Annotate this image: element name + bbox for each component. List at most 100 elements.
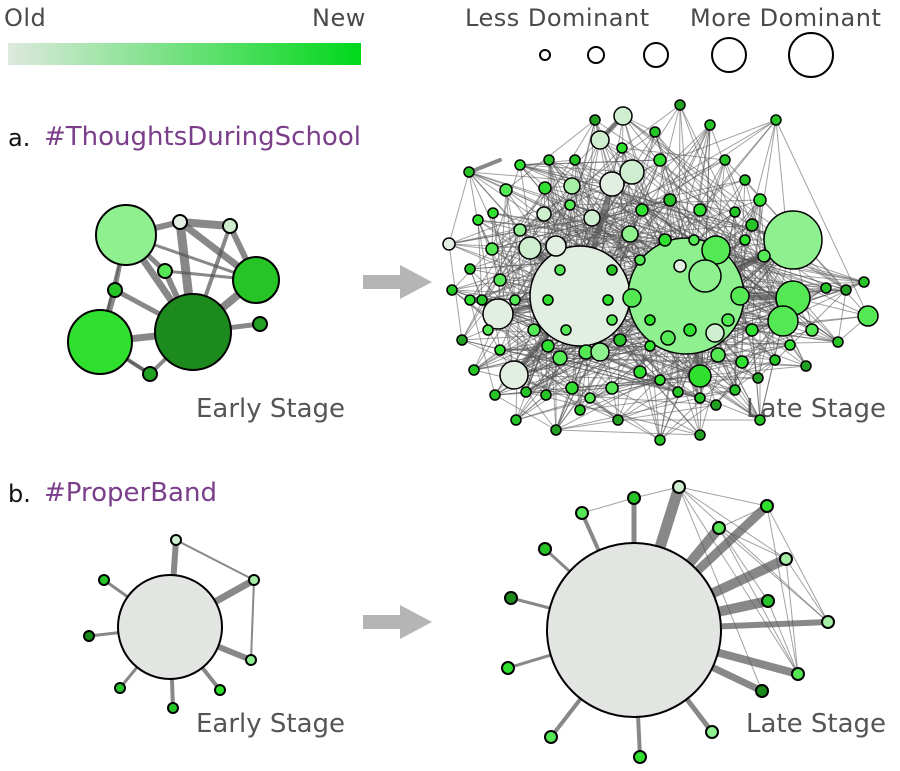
node <box>635 203 649 217</box>
dominance-size-legend <box>539 32 834 78</box>
edge <box>525 391 717 406</box>
node <box>622 288 642 308</box>
node <box>245 654 257 666</box>
transition-arrows <box>363 265 432 639</box>
node <box>616 142 628 154</box>
edge <box>649 345 661 441</box>
node <box>589 114 601 126</box>
edge <box>513 374 619 421</box>
node <box>550 424 562 436</box>
node <box>688 364 712 388</box>
edge <box>555 239 666 247</box>
node <box>705 323 725 343</box>
node <box>606 314 618 326</box>
edge <box>469 299 496 396</box>
node <box>482 324 494 336</box>
edge <box>751 329 839 343</box>
panel-a-late-stage-label: Late Stage <box>746 394 887 424</box>
edge <box>448 171 470 245</box>
node <box>446 284 458 296</box>
node <box>509 294 521 306</box>
node <box>712 521 726 535</box>
panel-a-transition-arrow <box>363 265 432 299</box>
node <box>482 298 514 330</box>
panel-a-early-stage-label: Early Stage <box>196 394 346 424</box>
node <box>542 294 554 306</box>
node <box>710 347 726 363</box>
node <box>660 330 676 346</box>
node <box>612 414 624 426</box>
node <box>167 702 179 714</box>
edge <box>579 389 736 411</box>
node <box>476 294 488 306</box>
node <box>688 259 722 293</box>
node <box>510 414 522 426</box>
node <box>745 323 759 337</box>
node <box>590 342 610 362</box>
node <box>627 491 641 505</box>
panel-b-hashtag: #ProperBand <box>44 478 217 508</box>
node <box>729 206 741 218</box>
node <box>739 174 751 186</box>
node <box>754 414 766 426</box>
node <box>493 273 507 287</box>
node <box>114 682 126 694</box>
node <box>693 203 707 217</box>
node <box>710 399 722 411</box>
edge <box>621 104 681 149</box>
edge <box>497 313 581 411</box>
node <box>821 615 835 629</box>
edge <box>659 159 794 299</box>
panel-b-letter: b. <box>8 480 31 508</box>
node <box>536 206 552 222</box>
edge <box>491 164 521 250</box>
panel-b-transition-arrow <box>363 605 432 639</box>
node <box>613 333 627 347</box>
node <box>464 263 476 275</box>
node <box>499 183 513 197</box>
node <box>858 276 870 288</box>
node <box>95 204 157 266</box>
node <box>554 264 566 276</box>
node <box>545 235 567 257</box>
node <box>753 193 767 207</box>
node <box>494 344 506 356</box>
edge <box>759 320 784 421</box>
node <box>544 730 558 744</box>
node <box>654 374 666 386</box>
edge <box>611 387 701 436</box>
node <box>456 334 468 346</box>
node <box>442 237 456 251</box>
edge <box>724 159 753 226</box>
node <box>735 355 749 369</box>
node <box>520 386 532 398</box>
edge <box>693 159 726 241</box>
node <box>605 381 619 395</box>
node <box>583 209 601 227</box>
edge <box>555 404 717 431</box>
edge <box>837 289 847 343</box>
node <box>584 392 596 404</box>
edge <box>629 224 753 235</box>
node <box>67 309 133 375</box>
node <box>644 314 656 326</box>
node <box>575 506 589 520</box>
node <box>649 126 661 138</box>
node <box>694 429 706 441</box>
node <box>468 364 480 376</box>
dominance-size-4 <box>711 37 747 73</box>
node <box>619 159 645 185</box>
node <box>565 381 579 395</box>
node <box>704 119 716 131</box>
node <box>770 114 782 126</box>
edge <box>469 147 623 301</box>
node <box>820 282 832 294</box>
node <box>719 154 731 166</box>
edge <box>611 319 679 393</box>
node <box>574 404 586 416</box>
dominance-size-3 <box>643 42 669 68</box>
node <box>463 166 475 178</box>
node <box>634 254 646 266</box>
legend-old-label: Old <box>4 4 47 32</box>
